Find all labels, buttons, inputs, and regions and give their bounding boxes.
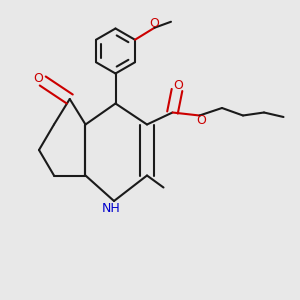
Text: O: O — [149, 17, 159, 30]
Text: O: O — [196, 113, 206, 127]
Text: NH: NH — [102, 202, 120, 215]
Text: O: O — [174, 79, 183, 92]
Text: O: O — [33, 71, 43, 85]
